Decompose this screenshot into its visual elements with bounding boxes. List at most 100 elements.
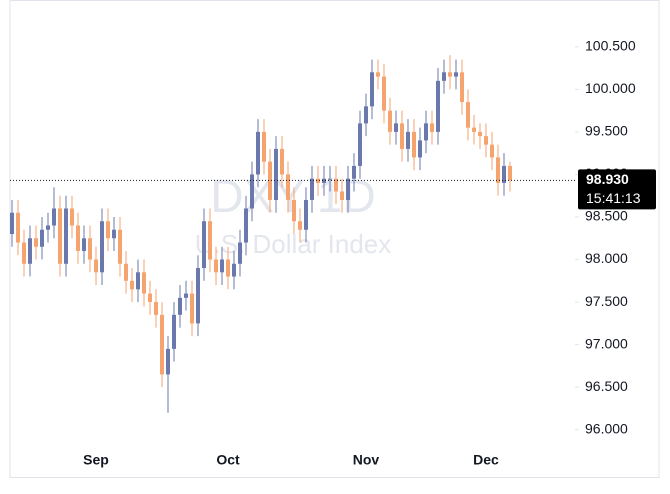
- candle-body: [334, 178, 338, 192]
- candle-body: [388, 110, 392, 132]
- candle-body: [490, 144, 494, 158]
- chart-frame: [9, 0, 660, 478]
- candle-body: [328, 178, 332, 180]
- candle-body: [16, 212, 20, 243]
- y-tick-label: 96.000: [585, 420, 628, 436]
- candle-body: [430, 123, 434, 132]
- candle-body: [226, 259, 230, 277]
- candle-body: [316, 178, 320, 183]
- candle-body: [472, 127, 476, 132]
- candle-body: [364, 106, 368, 124]
- candle-body: [154, 302, 158, 315]
- y-tick-label: 98.500: [585, 208, 628, 224]
- candle-body: [100, 221, 104, 273]
- candle-body: [460, 72, 464, 103]
- candle-body: [436, 80, 440, 132]
- candle-body: [496, 157, 500, 183]
- candle-body: [142, 272, 146, 294]
- candle-body: [412, 131, 416, 158]
- candle-body: [268, 161, 272, 200]
- candle-body: [304, 199, 308, 230]
- candle-body: [40, 229, 44, 247]
- candle-body: [256, 131, 260, 175]
- watermark-subtitle: U.S. Dollar Index: [195, 229, 392, 259]
- candle-body: [424, 123, 428, 141]
- candle-body: [82, 238, 86, 252]
- candle-body: [94, 259, 98, 273]
- candle-body: [238, 242, 242, 264]
- candle-body: [292, 199, 296, 222]
- y-tick-label: 99.500: [585, 123, 628, 139]
- candle-body: [340, 191, 344, 200]
- y-tick-label: 97.000: [585, 335, 628, 351]
- candle-body: [286, 174, 290, 200]
- candle-body: [448, 72, 452, 77]
- candle-body: [76, 225, 80, 252]
- candle-body: [178, 297, 182, 315]
- y-tick-label: 100.500: [585, 38, 636, 54]
- countdown-label: 15:41:13: [586, 190, 641, 206]
- candle-body: [346, 178, 350, 200]
- candle-body: [166, 348, 170, 375]
- candle-body: [484, 136, 488, 145]
- candle-body: [454, 72, 458, 77]
- candle-body: [400, 123, 404, 149]
- candle-body: [502, 165, 506, 183]
- x-tick-label: Dec: [473, 452, 499, 468]
- y-tick-label: 96.500: [585, 378, 628, 394]
- candle-body: [478, 131, 482, 137]
- candle-body: [322, 178, 326, 183]
- candle-body: [298, 221, 302, 230]
- candle-body: [310, 178, 314, 200]
- candle-body: [442, 72, 446, 81]
- y-tick-label: 98.000: [585, 250, 628, 266]
- candle-body: [136, 272, 140, 290]
- candle-body: [214, 259, 218, 273]
- candle-body: [190, 293, 194, 324]
- candle-body: [148, 293, 152, 303]
- candle-body: [64, 208, 68, 264]
- candle-body: [22, 242, 26, 264]
- candle-body: [130, 280, 134, 290]
- candle-body: [118, 229, 122, 264]
- candle-body: [172, 314, 176, 349]
- candle-body: [34, 238, 38, 247]
- candle-body: [70, 208, 74, 226]
- candle-body: [358, 123, 362, 166]
- candle-body: [370, 72, 374, 107]
- x-tick-label: Oct: [216, 452, 240, 468]
- candle-body: [220, 259, 224, 273]
- candle-body: [274, 148, 278, 200]
- candle-body: [196, 268, 200, 324]
- price-label-box: [578, 169, 656, 210]
- candle-body: [58, 208, 62, 264]
- candle-body: [280, 148, 284, 175]
- candle-body: [250, 174, 254, 209]
- price-label: 98.930: [586, 171, 629, 187]
- candle-body: [52, 208, 56, 226]
- candle-body: [352, 165, 356, 179]
- y-tick-label: 97.500: [585, 293, 628, 309]
- candle-body: [232, 263, 236, 277]
- candle-body: [10, 212, 14, 234]
- candle-body: [112, 229, 116, 239]
- candle-body: [376, 72, 380, 77]
- candle-body: [394, 123, 398, 132]
- candle-body: [418, 140, 422, 158]
- candle-body: [160, 314, 164, 375]
- candle-body: [466, 102, 470, 128]
- x-tick-label: Sep: [83, 452, 109, 468]
- candle-body: [244, 208, 248, 243]
- candle-body: [88, 238, 92, 260]
- candle-body: [124, 263, 128, 281]
- candle-body: [406, 131, 410, 149]
- candle-body: [46, 225, 50, 230]
- y-tick-label: 100.000: [585, 80, 636, 96]
- candle-body: [184, 293, 188, 298]
- candle-body: [28, 238, 32, 264]
- x-tick-label: Nov: [353, 452, 380, 468]
- candle-body: [208, 221, 212, 260]
- candle-body: [106, 221, 110, 239]
- candle-body: [508, 165, 512, 181]
